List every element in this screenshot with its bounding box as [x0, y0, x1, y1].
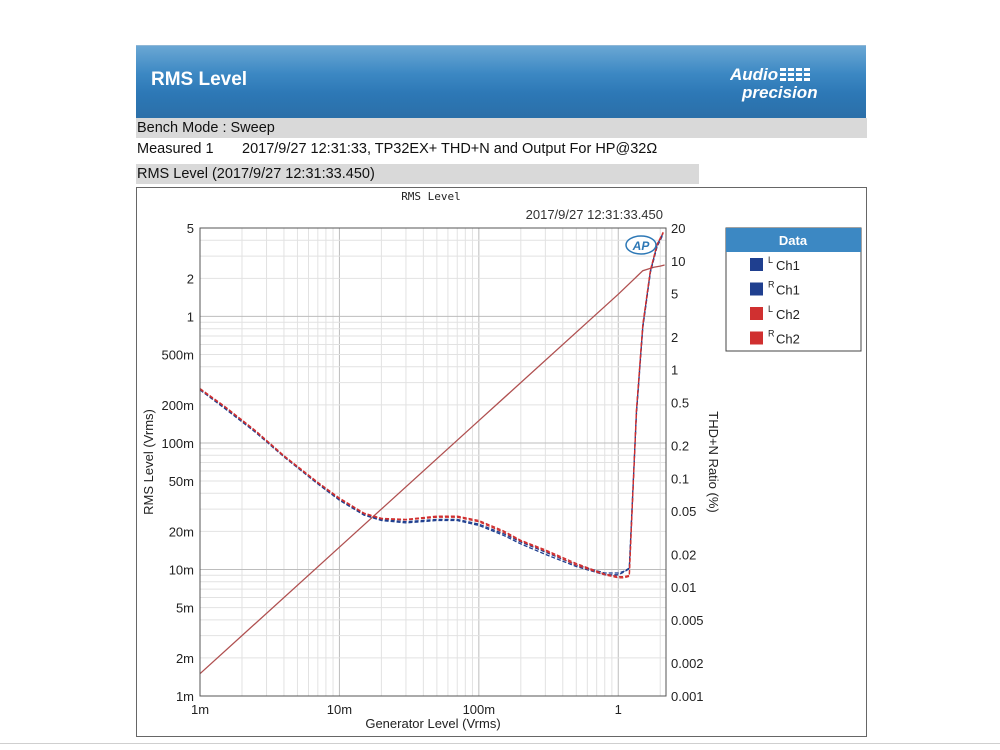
- plot-header-row: RMS Level (2017/9/27 12:31:33.450): [136, 164, 699, 184]
- legend-entry-channel: R: [768, 329, 775, 339]
- y2-tick-label: 0.1: [671, 471, 689, 486]
- x-tick-label: 1m: [191, 702, 209, 717]
- legend-header: [726, 228, 861, 252]
- rms-level-chart: RMS Level 2017/9/27 12:31:33.450 1m 10m 10…: [136, 187, 867, 737]
- series-line-5: [199, 232, 664, 579]
- y-tick-label: 100m: [161, 436, 194, 451]
- legend-entry-name: Ch2: [776, 332, 800, 347]
- ap-badge-icon: [625, 235, 657, 255]
- x-tick-label: 10m: [327, 702, 352, 717]
- y2-tick-label: 0.002: [671, 656, 704, 671]
- page-divider: [0, 743, 1000, 744]
- y-tick-label: 10m: [169, 562, 194, 577]
- y-tick-label: 1: [187, 309, 194, 324]
- y-tick-label: 200m: [161, 398, 194, 413]
- x-tick-label: 100m: [463, 702, 496, 717]
- tick-labels: 1m 10m 100m 1 5 2 1 500m 200m 100m 50m 20m 10m 5m 2m 1m…: [161, 221, 703, 717]
- y-tick-label: 500m: [161, 348, 194, 363]
- series-line-2: [199, 232, 664, 574]
- y2-tick-label: 0.05: [671, 504, 696, 519]
- legend-entry-name: Ch1: [776, 283, 800, 298]
- measured-label: Measured 1: [137, 141, 214, 157]
- y2-axis-label: THD+N Ratio (%): [706, 411, 721, 513]
- legend-swatch: [750, 331, 763, 345]
- report-banner: RMS Level Audio precision: [136, 45, 866, 120]
- y-tick-label: 5m: [176, 601, 194, 616]
- y-tick-label: 20m: [169, 524, 194, 539]
- legend-entry-channel: L: [768, 255, 773, 265]
- y2-tick-label: 0.02: [671, 547, 696, 562]
- y2-tick-label: 1: [671, 363, 678, 378]
- y2-tick-label: 5: [671, 287, 678, 302]
- measured-value: 2017/9/27 12:31:33, TP32EX+ THD+N and Ou…: [242, 141, 658, 157]
- y-axis-label: RMS Level (Vrms): [141, 409, 156, 515]
- chart-svg: RMS Level 2017/9/27 12:31:33.450 1m 10m 10…: [141, 190, 862, 731]
- y2-tick-label: 0.005: [671, 613, 704, 628]
- chart-timestamp: 2017/9/27 12:31:33.450: [526, 207, 663, 222]
- x-tick-label: 1: [615, 702, 622, 717]
- chart-title: RMS Level: [401, 190, 461, 203]
- y2-tick-label: 0.2: [671, 439, 689, 454]
- legend-title: Data: [779, 233, 808, 248]
- legend-entry-channel: R: [768, 280, 775, 290]
- y2-tick-label: 0.001: [671, 689, 704, 704]
- logo-text-precision: precision: [741, 83, 818, 102]
- report-title: RMS Level: [151, 69, 248, 90]
- ap-badge-text: AP: [632, 239, 651, 253]
- measured-row: Measured 1 2017/9/27 12:31:33, TP32EX+ T…: [136, 139, 867, 159]
- x-axis-label: Generator Level (Vrms): [365, 716, 500, 731]
- logo-text-audio: Audio: [730, 65, 778, 84]
- legend-entry-name: Ch1: [776, 258, 800, 273]
- series-group: [199, 231, 665, 675]
- y-tick-label: 1m: [176, 689, 194, 704]
- series-line-1: [199, 264, 665, 675]
- logo-bars: [780, 68, 810, 81]
- y2-tick-label: 2: [671, 330, 678, 345]
- legend-entry-name: Ch2: [776, 307, 800, 322]
- y2-tick-label: 10: [671, 254, 685, 269]
- bench-mode-row: Bench Mode : Sweep: [136, 118, 867, 138]
- y2-tick-label: 20: [671, 221, 685, 236]
- legend-swatch: [750, 258, 763, 271]
- y-tick-label: 2: [187, 271, 194, 286]
- y-tick-label: 5: [187, 221, 194, 236]
- y2-tick-label: 0.01: [671, 580, 696, 595]
- legend-swatch: [750, 307, 763, 320]
- y-tick-label: 2m: [176, 651, 194, 666]
- legend-swatch: [750, 282, 763, 296]
- legend-entry-channel: L: [768, 304, 773, 314]
- y-tick-label: 50m: [169, 474, 194, 489]
- y2-tick-label: 0.5: [671, 395, 689, 410]
- ap-badge: AP: [625, 235, 657, 255]
- plot-area-border: [199, 227, 667, 697]
- audio-precision-logo: Audio precision: [730, 65, 818, 102]
